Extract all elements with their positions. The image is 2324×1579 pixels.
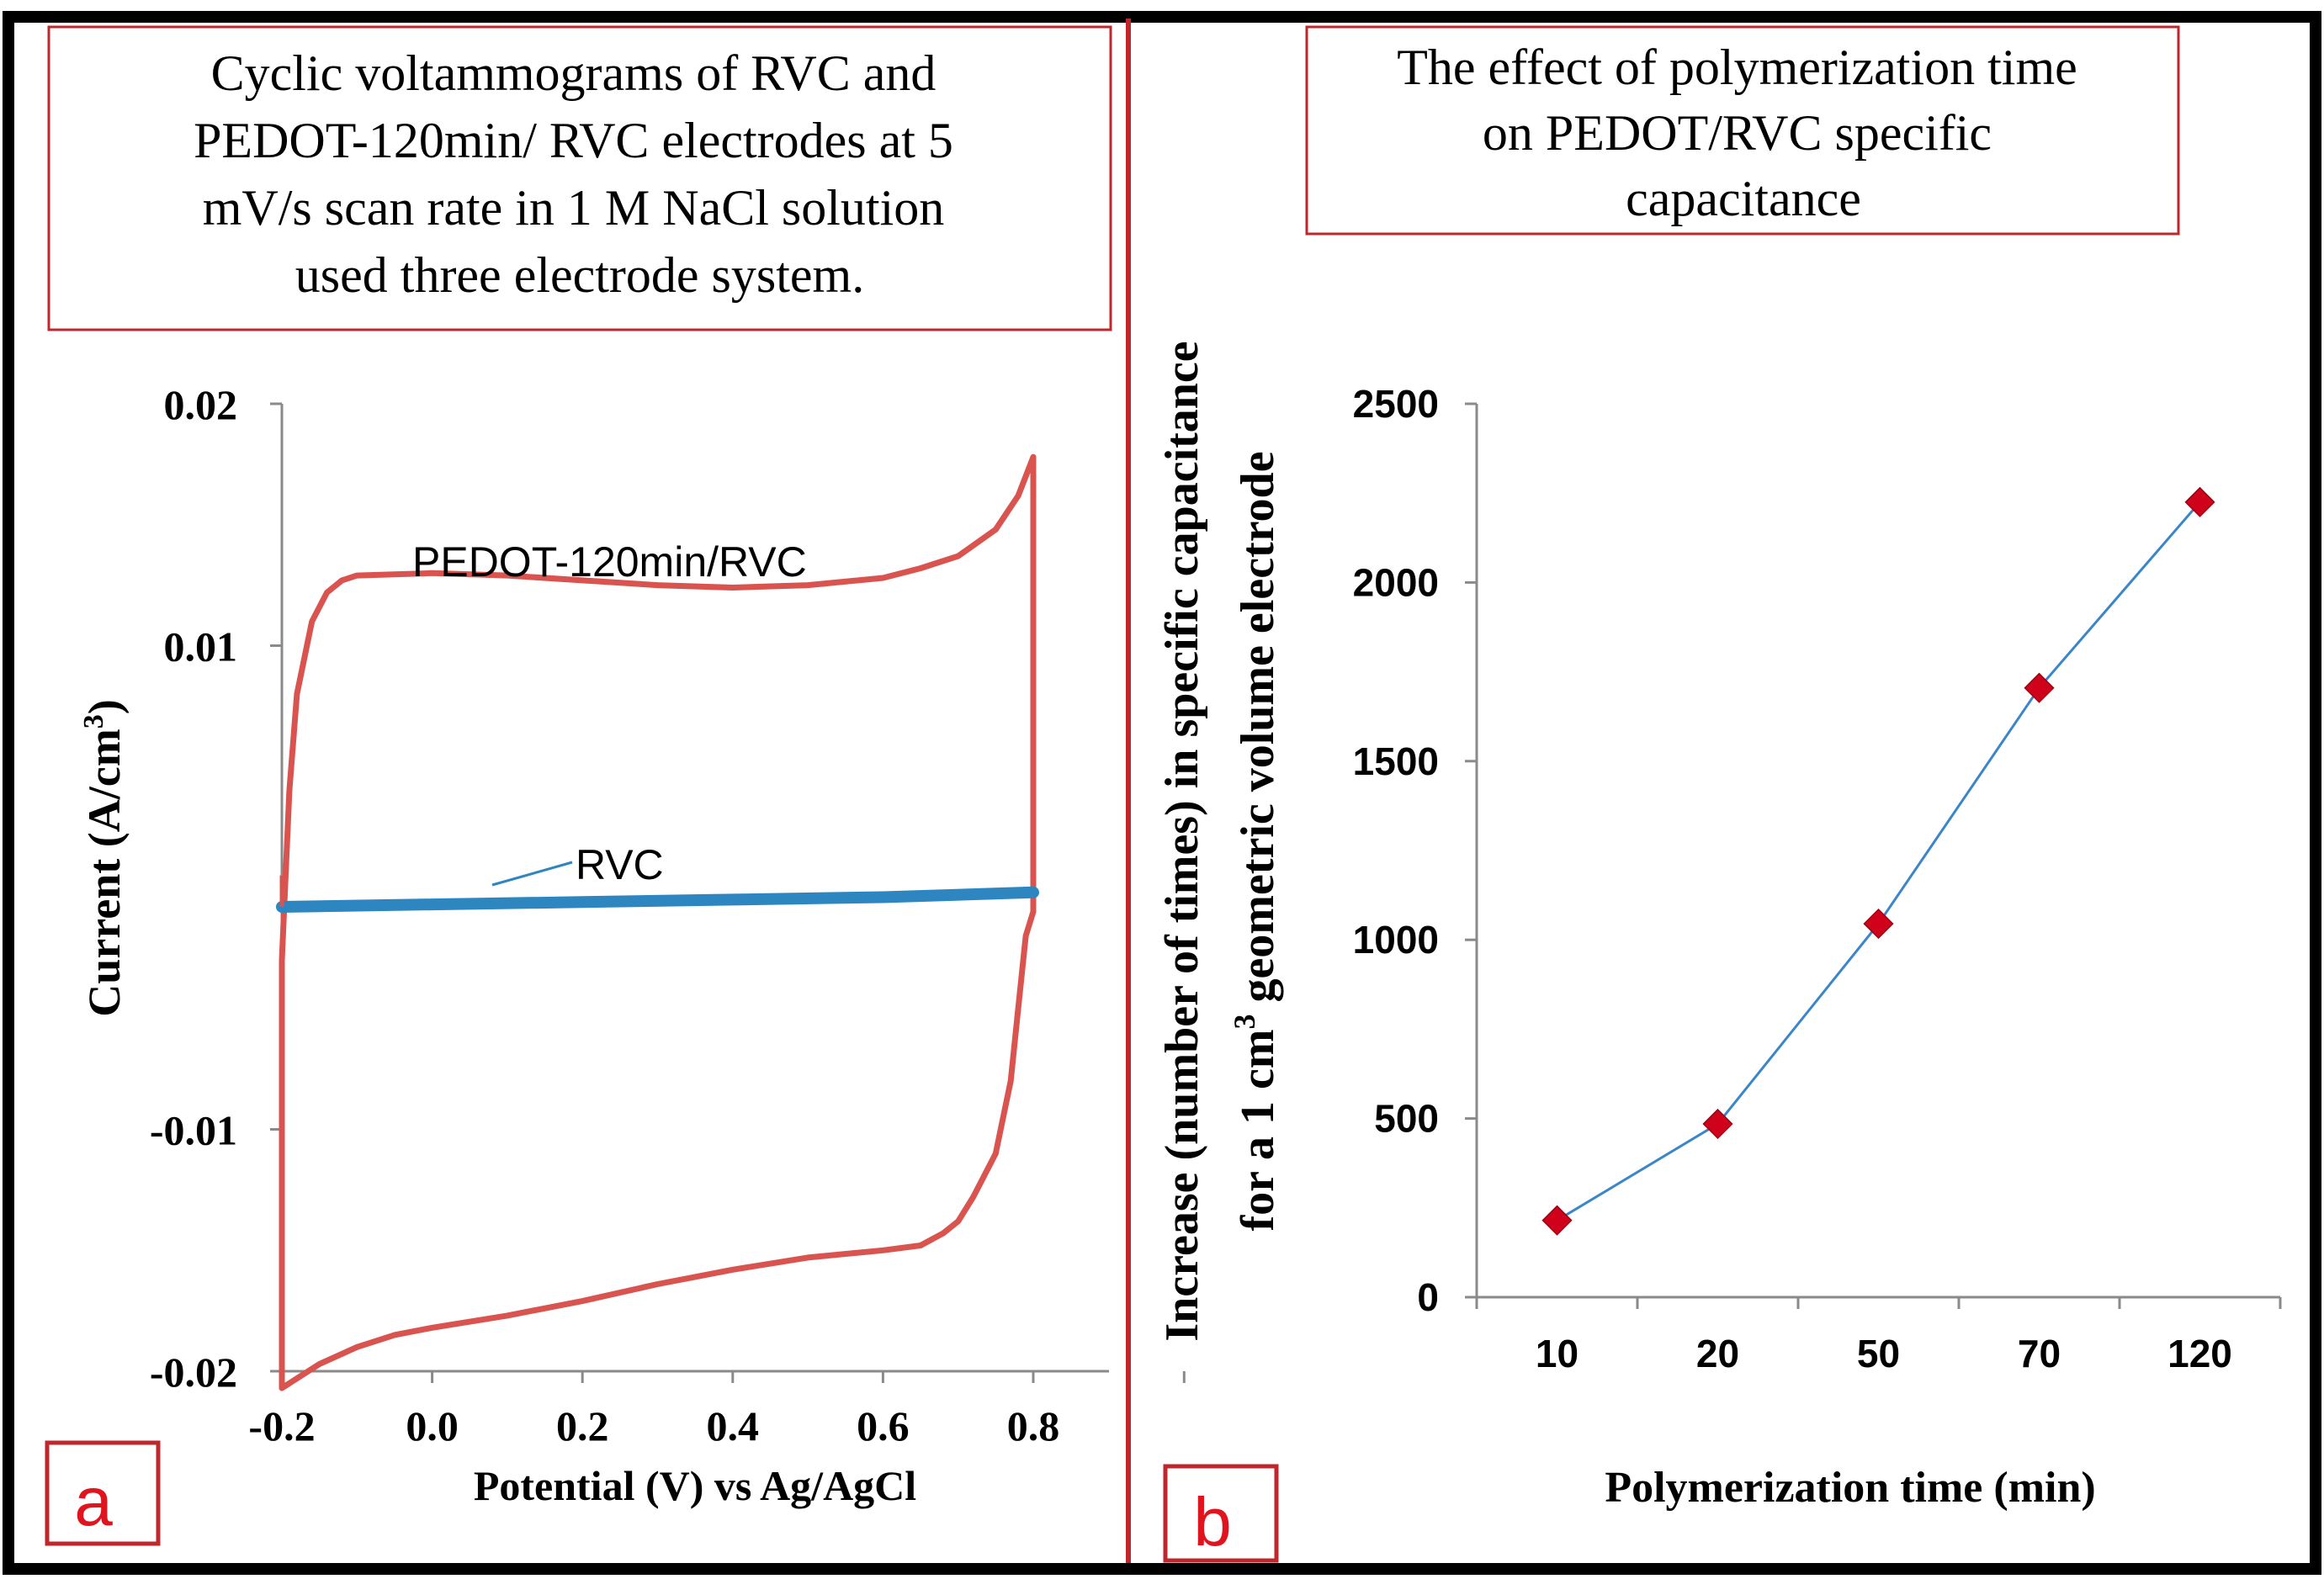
chart-b-y-tick-label: 1000 — [1353, 918, 1439, 962]
chart-b-x-tick-label: 20 — [1696, 1332, 1739, 1375]
capacitance-point — [1702, 1108, 1733, 1140]
chart-a-x-tick-label: 0.2 — [556, 1402, 609, 1449]
capacitance-point — [2024, 672, 2055, 703]
chart-b-x-label: Polymerization time (min) — [1605, 1464, 2095, 1512]
chart-a-y-tick-label: 0.01 — [164, 623, 238, 670]
panel-a-label-box — [45, 1440, 161, 1546]
chart-a-y-tick-label: -0.02 — [150, 1349, 237, 1396]
chart-b-x-tick-label: 120 — [2167, 1332, 2232, 1375]
capacitance-line — [1556, 501, 2201, 1221]
chart-b-y-tick-label: 500 — [1374, 1097, 1439, 1141]
chart-b-y-label-line2-b: geometric volume electrode — [1232, 451, 1284, 1014]
chart-b-y-label-line2-sup: 3 — [1228, 1015, 1261, 1030]
panel-b-caption-box — [1305, 25, 2180, 236]
chart-a-x-tick-label: 0.6 — [857, 1402, 910, 1449]
rvc-annotation: RVC — [576, 841, 664, 888]
chart-a-x-label: Potential (V) vs Ag/AgCl — [474, 1462, 916, 1509]
chart-a-y-label-close: ) — [79, 699, 130, 714]
pedot-annotation: PEDOT-120min/RVC — [412, 538, 807, 586]
outer-frame — [3, 11, 2321, 1575]
chart-a-y-label: Current (A/cm3) — [78, 699, 130, 1016]
chart-a: 0.02 0.01 -0.01 -0.02-0.2 0.0 0.2 0.4 0.6 0.8 — [150, 381, 1186, 1449]
panel-a-caption-line: used three electrode system. — [295, 247, 864, 303]
panel-b-label-box — [1163, 1464, 1279, 1563]
panel-a-caption-box — [47, 25, 1112, 331]
chart-a-x-tick-label: 0.8 — [1007, 1402, 1060, 1449]
chart-a-x-tick-label: 0.0 — [406, 1402, 459, 1449]
capacitance-point — [2184, 486, 2215, 517]
chart-b: 0 500 1000 1500 2000 2500 10 20 50 70 120 — [1353, 382, 2282, 1375]
chart-b-y-label-line2-a: for a 1 cm — [1232, 1030, 1284, 1232]
panel-b-label: b — [1193, 1484, 1232, 1560]
panel-a-caption-line: mV/s scan rate in 1 M NaCl solution — [203, 180, 945, 236]
panel-b-caption: The effect of polymerization time on PED… — [1397, 40, 2090, 226]
panel-b-caption-line: The effect of polymerization time — [1397, 40, 2077, 95]
chart-b-x-tick-label: 10 — [1536, 1332, 1579, 1375]
chart-a-y-tick-label: -0.01 — [150, 1107, 237, 1154]
chart-b-x-tick-label: 70 — [2018, 1332, 2061, 1375]
chart-a-y-label-main: Current — [79, 859, 130, 1017]
chart-a-y-label-sup: 3 — [78, 714, 109, 729]
panel-a-caption-line: Cyclic voltammograms of RVC and — [211, 45, 936, 101]
panel-a-label: a — [74, 1464, 113, 1540]
capacitance-point — [1541, 1205, 1573, 1236]
panel-a-caption-line: PEDOT-120min/ RVC electrodes at 5 — [194, 113, 953, 168]
chart-b-y-tick-label: 0 — [1417, 1275, 1439, 1319]
rvc-annotation-leader — [491, 861, 573, 887]
chart-b-y-tick-label: 1500 — [1353, 739, 1439, 783]
chart-b-y-label-line1: Increase (number of times) in specific c… — [1156, 341, 1208, 1341]
panel-b-caption-line: on PEDOT/RVC specific — [1483, 105, 1992, 161]
chart-b-y-tick-label: 2500 — [1353, 382, 1439, 426]
panel-a-caption: Cyclic voltammograms of RVC and PEDOT-12… — [194, 45, 966, 303]
rvc-cv-curve — [276, 886, 1039, 913]
panel-b-caption-line: capacitance — [1626, 171, 1861, 226]
chart-b-y-tick-label: 2000 — [1353, 560, 1439, 604]
chart-a-y-tick-label: 0.02 — [164, 381, 238, 428]
chart-b-x-tick-label: 50 — [1857, 1332, 1900, 1375]
capacitance-point — [1863, 909, 1894, 940]
chart-a-x-tick-label: 0.4 — [707, 1402, 760, 1449]
panel-b: The effect of polymerization time on PED… — [1156, 25, 2282, 1563]
chart-b-y-label-line2: for a 1 cm3 geometric volume electrode — [1228, 451, 1284, 1231]
chart-a-x-tick-label: -0.2 — [248, 1402, 315, 1449]
pedot-cv-curve — [279, 453, 1037, 1391]
panel-a: Cyclic voltammograms of RVC and PEDOT-12… — [45, 25, 1186, 1546]
chart-a-y-label-unit: (A/cm — [79, 729, 130, 847]
